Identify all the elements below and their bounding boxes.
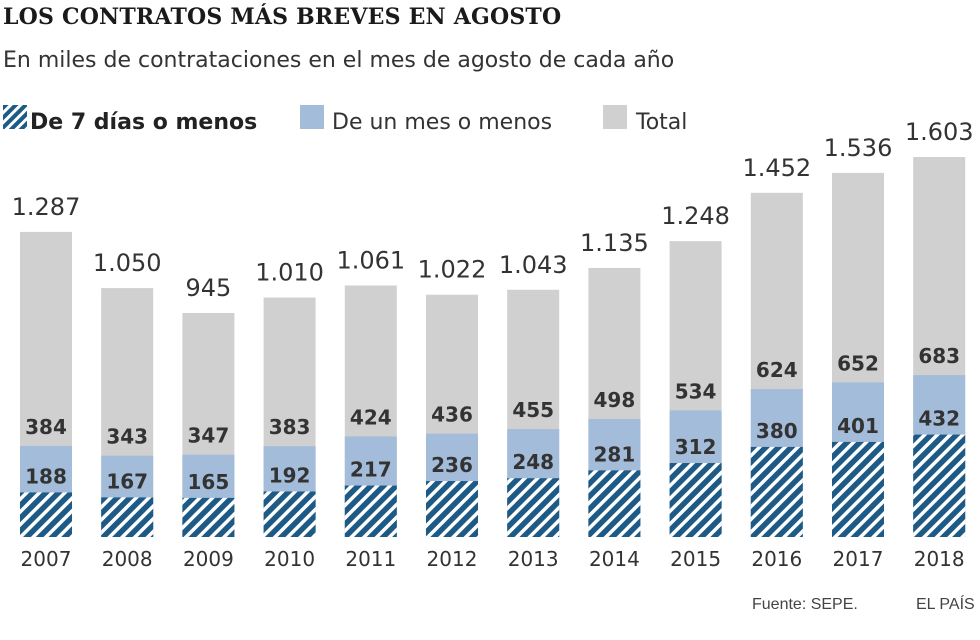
- label-week-2011: 217: [350, 458, 392, 482]
- label-month-2009: 347: [188, 424, 230, 448]
- label-week-2012: 236: [431, 453, 473, 477]
- label-total-2018: 1.603: [905, 118, 974, 146]
- label-week-2007: 188: [25, 464, 67, 488]
- label-week-2009: 165: [188, 470, 230, 494]
- legend-swatch-total: [603, 105, 627, 129]
- label-total-2009: 945: [185, 274, 231, 302]
- label-month-2013: 455: [512, 398, 554, 422]
- legend-swatch-week: [3, 105, 27, 129]
- label-month-2007: 384: [25, 415, 67, 439]
- bar-week-2014: [588, 470, 641, 537]
- label-week-2016: 380: [756, 419, 798, 443]
- label-month-2018: 683: [918, 344, 960, 368]
- label-total-2013: 1.043: [499, 251, 568, 279]
- label-week-2010: 192: [269, 463, 311, 487]
- x-tick-2017: 2017: [833, 547, 884, 571]
- label-month-2016: 624: [756, 358, 798, 382]
- label-month-2010: 383: [269, 415, 311, 439]
- x-tick-2013: 2013: [508, 547, 559, 571]
- label-week-2018: 432: [918, 407, 960, 431]
- label-month-2014: 498: [594, 388, 636, 412]
- label-total-2007: 1.287: [12, 193, 81, 221]
- label-week-2008: 167: [106, 469, 148, 493]
- label-total-2014: 1.135: [580, 229, 649, 257]
- label-total-2010: 1.010: [255, 259, 324, 287]
- bar-week-2018: [913, 434, 966, 537]
- label-total-2015: 1.248: [661, 202, 730, 230]
- bar-week-2013: [507, 478, 560, 537]
- bar-week-2012: [426, 481, 478, 537]
- bar-week-2015: [669, 463, 722, 537]
- label-total-2011: 1.061: [336, 246, 405, 274]
- label-total-2016: 1.452: [742, 154, 811, 182]
- bar-week-2011: [344, 485, 397, 537]
- label-total-2017: 1.536: [824, 134, 893, 162]
- legend-swatch-month: [300, 105, 324, 129]
- bar-week-2016: [750, 446, 803, 537]
- legend-label-week: De 7 días o menos: [30, 110, 258, 135]
- x-tick-2011: 2011: [345, 547, 396, 571]
- x-tick-2015: 2015: [670, 547, 721, 571]
- source-note: Fuente: SEPE.: [752, 596, 858, 613]
- label-total-2008: 1.050: [93, 249, 162, 277]
- x-tick-2010: 2010: [264, 547, 315, 571]
- x-tick-2014: 2014: [589, 547, 640, 571]
- label-week-2013: 248: [512, 450, 554, 474]
- x-tick-2007: 2007: [21, 547, 72, 571]
- legend-label-month: De un mes o menos: [332, 110, 553, 135]
- label-month-2011: 424: [350, 405, 392, 429]
- chart-subtitle: En miles de contrataciones en el mes de …: [3, 48, 675, 73]
- x-tick-2008: 2008: [102, 547, 153, 571]
- credit-logo: EL PAÍS: [916, 596, 975, 613]
- bar-week-2017: [832, 441, 884, 537]
- x-tick-2016: 2016: [751, 547, 802, 571]
- bar-week-2009: [182, 497, 235, 537]
- label-week-2014: 281: [594, 442, 636, 466]
- legend-label-total: Total: [636, 110, 688, 135]
- bar-week-2007: [20, 492, 72, 537]
- bar-week-2008: [101, 497, 154, 537]
- label-month-2012: 436: [431, 403, 473, 427]
- bar-week-2010: [263, 491, 316, 537]
- label-month-2015: 534: [675, 379, 717, 403]
- label-month-2008: 343: [106, 425, 148, 449]
- x-tick-2009: 2009: [183, 547, 234, 571]
- label-week-2017: 401: [837, 414, 879, 438]
- label-total-2012: 1.022: [418, 256, 487, 284]
- label-week-2015: 312: [675, 435, 717, 459]
- label-month-2017: 652: [837, 351, 879, 375]
- chart-title: LOS CONTRATOS MÁS BREVES EN AGOSTO: [3, 4, 562, 30]
- x-tick-2018: 2018: [914, 547, 965, 571]
- x-tick-2012: 2012: [427, 547, 478, 571]
